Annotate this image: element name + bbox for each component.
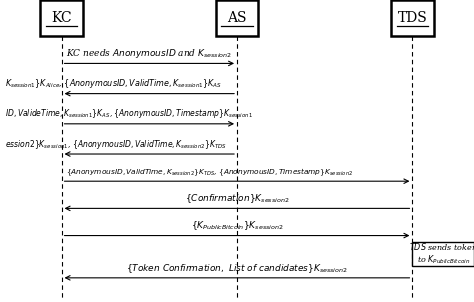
Text: $\{K_{PublicBitcoin}\}K_{session2}$: $\{K_{PublicBitcoin}\}K_{session2}$ [191, 220, 283, 232]
Text: $TDS$ sends token
to $K_{PublicBitcoin}$: $TDS$ sends token to $K_{PublicBitcoin}$ [409, 241, 474, 266]
Text: $K_{session1}\}K_{Alice}$, $\{AnonymousID, ValidTime, K_{session1}\}K_{AS}$: $K_{session1}\}K_{Alice}$, $\{AnonymousI… [5, 77, 222, 90]
Text: $\{AnonymousID, ValidTime, K_{session2}\}K_{TDS}$, $\{AnonymousID, Timestamp\}K_: $\{AnonymousID, ValidTime, K_{session2}\… [66, 166, 354, 178]
Text: $ID, ValideTime, K_{session1}\}K_{AS}$, $\{AnonymousID, Timestamp\}K_{session1}$: $ID, ValideTime, K_{session1}\}K_{AS}$, … [5, 108, 253, 120]
Text: AS: AS [227, 11, 247, 25]
Text: $\{Token\ Confirmation,\ List\ of\ candidates\}K_{session2}$: $\{Token\ Confirmation,\ List\ of\ candi… [126, 262, 348, 275]
Text: KC needs $\mathit{AnonymousID}$ and $K_{session2}$: KC needs $\mathit{AnonymousID}$ and $K_{… [66, 47, 232, 60]
Text: KC: KC [51, 11, 72, 25]
Text: $\{Confirmation\}K_{session2}$: $\{Confirmation\}K_{session2}$ [185, 192, 289, 205]
Text: $ession2\}K_{session1}$, $\{AnonymousID, ValidTime, K_{session2}\}K_{TDS}$: $ession2\}K_{session1}$, $\{AnonymousID,… [5, 138, 227, 151]
FancyBboxPatch shape [40, 0, 83, 36]
FancyBboxPatch shape [412, 242, 474, 266]
FancyBboxPatch shape [216, 0, 258, 36]
FancyBboxPatch shape [391, 0, 434, 36]
Text: TDS: TDS [398, 11, 427, 25]
